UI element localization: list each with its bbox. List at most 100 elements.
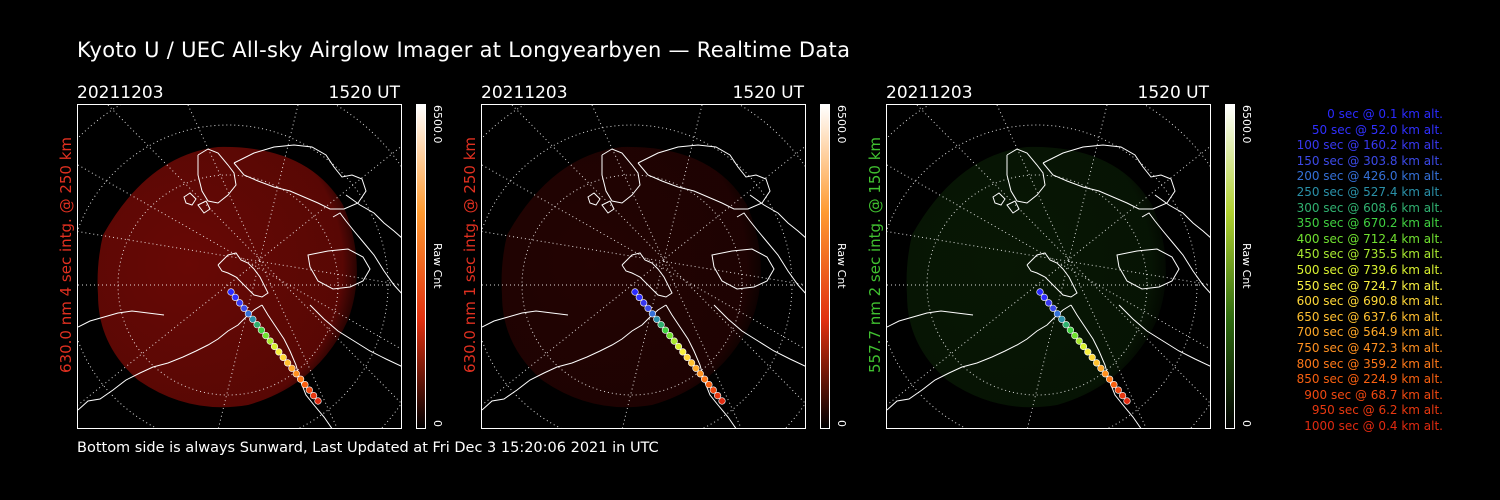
trajectory-point bbox=[1079, 342, 1088, 351]
trajectory-point bbox=[292, 370, 300, 378]
trajectory-track bbox=[1036, 288, 1131, 405]
colorbar-unit: Raw Cnt bbox=[431, 243, 444, 289]
trajectory-point bbox=[249, 315, 257, 323]
colorbar-max: 6500.0 bbox=[835, 105, 848, 144]
trajectory-point bbox=[253, 321, 261, 329]
trajectory-point bbox=[640, 299, 648, 307]
panel-time: 1520 UT bbox=[328, 83, 401, 103]
imager-panel-1: 20211203 1520 UT 630.0 nm 4 sec intg. @ 25… bbox=[57, 83, 457, 433]
trajectory-point bbox=[688, 359, 696, 367]
trajectory-point bbox=[644, 304, 652, 312]
colorbar-max: 6500.0 bbox=[431, 105, 444, 144]
trajectory-point bbox=[696, 370, 704, 378]
trajectory-point bbox=[270, 342, 279, 351]
allsky-image bbox=[886, 104, 1211, 429]
imager-panel-3: 20211203 1520 UT 557.7 nm 2 sec intg. @ 15… bbox=[866, 83, 1266, 433]
legend-entry: 250 sec @ 527.4 km alt. bbox=[1296, 184, 1443, 199]
trajectory-point bbox=[670, 337, 678, 345]
legend-entry: 400 sec @ 712.4 km alt. bbox=[1296, 231, 1443, 246]
legend-entry: 600 sec @ 690.8 km alt. bbox=[1296, 294, 1443, 309]
trajectory-point bbox=[1088, 353, 1096, 361]
allsky-map bbox=[78, 105, 401, 428]
trajectory-point bbox=[666, 332, 674, 340]
trajectory-point bbox=[705, 381, 713, 389]
colorbar-min: 0 bbox=[431, 420, 444, 427]
geo-grid bbox=[482, 105, 805, 428]
trajectory-point bbox=[674, 342, 683, 351]
trajectory-point bbox=[314, 397, 322, 405]
trajectory-point bbox=[301, 381, 309, 389]
trajectory-point bbox=[279, 353, 287, 361]
colorbar bbox=[820, 104, 830, 429]
legend-entry: 150 sec @ 303.8 km alt. bbox=[1296, 153, 1443, 168]
trajectory-point bbox=[653, 315, 661, 323]
legend-entry: 550 sec @ 724.7 km alt. bbox=[1296, 278, 1443, 293]
trajectory-point bbox=[1071, 332, 1079, 340]
footer-status: Bottom side is always Sunward, Last Upda… bbox=[77, 440, 659, 456]
trajectory-point bbox=[1040, 293, 1048, 301]
legend-entry: 450 sec @ 735.5 km alt. bbox=[1296, 247, 1443, 262]
trajectory-point bbox=[1062, 321, 1070, 329]
trajectory-point bbox=[631, 288, 639, 296]
colorbar-unit: Raw Cnt bbox=[1240, 243, 1253, 289]
trajectory-point bbox=[1058, 315, 1066, 323]
geo-grid bbox=[887, 105, 1210, 428]
trajectory-point bbox=[709, 386, 717, 394]
allsky-image bbox=[481, 104, 806, 429]
colorbar-min: 0 bbox=[1240, 420, 1253, 427]
airglow-region bbox=[501, 146, 761, 408]
legend-entry: 300 sec @ 608.6 km alt. bbox=[1296, 200, 1443, 215]
legend-entry: 500 sec @ 739.6 km alt. bbox=[1296, 262, 1443, 277]
legend-entry: 350 sec @ 670.2 km alt. bbox=[1296, 216, 1443, 231]
trajectory-point bbox=[1101, 370, 1109, 378]
trajectory-point bbox=[648, 310, 656, 318]
trajectory-point bbox=[236, 299, 244, 307]
trajectory-point bbox=[1045, 299, 1053, 307]
allsky-map bbox=[482, 105, 805, 428]
colorbar-max: 6500.0 bbox=[1240, 105, 1253, 144]
trajectory-point bbox=[679, 348, 687, 356]
trajectory-point bbox=[1049, 304, 1057, 312]
trajectory-point bbox=[718, 397, 726, 405]
colorbar-min: 0 bbox=[835, 420, 848, 427]
legend-entry: 900 sec @ 68.7 km alt. bbox=[1304, 387, 1443, 402]
airglow-region bbox=[906, 146, 1166, 408]
trajectory-point bbox=[1110, 381, 1118, 389]
geo-grid bbox=[78, 105, 401, 428]
trajectory-point bbox=[244, 310, 252, 318]
trajectory-legend: 0 sec @ 0.1 km alt. 50 sec @ 52.0 km alt.… bbox=[1253, 107, 1443, 434]
trajectory-point bbox=[1066, 326, 1074, 334]
trajectory-point bbox=[240, 304, 248, 312]
trajectory-point bbox=[1075, 337, 1083, 345]
trajectory-point bbox=[227, 288, 235, 296]
coastlines bbox=[887, 144, 1210, 428]
legend-entry: 0 sec @ 0.1 km alt. bbox=[1327, 107, 1443, 121]
trajectory-point bbox=[288, 364, 296, 372]
colorbar-unit: Raw Cnt bbox=[835, 243, 848, 289]
allsky-image bbox=[77, 104, 402, 429]
trajectory-point bbox=[701, 375, 709, 383]
trajectory-point bbox=[661, 326, 669, 334]
trajectory-point bbox=[275, 348, 283, 356]
legend-entry: 700 sec @ 564.9 km alt. bbox=[1296, 325, 1443, 340]
page-title: Kyoto U / UEC All-sky Airglow Imager at … bbox=[77, 38, 851, 62]
colorbar bbox=[416, 104, 426, 429]
panel-date: 20211203 bbox=[886, 83, 973, 103]
legend-entry: 50 sec @ 52.0 km alt. bbox=[1311, 122, 1443, 137]
trajectory-point bbox=[1123, 397, 1131, 405]
trajectory-point bbox=[714, 392, 722, 400]
trajectory-point bbox=[284, 359, 292, 367]
trajectory-point bbox=[683, 353, 691, 361]
legend-entry: 200 sec @ 426.0 km alt. bbox=[1296, 169, 1443, 184]
trajectory-point bbox=[1084, 348, 1092, 356]
trajectory-point bbox=[1114, 386, 1122, 394]
trajectory-point bbox=[1097, 364, 1105, 372]
wavelength-label: 557.7 nm 2 sec intg. @ 150 km bbox=[866, 136, 884, 373]
trajectory-point bbox=[310, 392, 318, 400]
wavelength-label: 630.0 nm 1 sec intg. @ 250 km bbox=[461, 136, 479, 373]
panel-date: 20211203 bbox=[77, 83, 164, 103]
wavelength-label: 630.0 nm 4 sec intg. @ 250 km bbox=[57, 136, 75, 373]
legend-entry: 950 sec @ 6.2 km alt. bbox=[1311, 403, 1443, 418]
legend-entry: 1000 sec @ 0.4 km alt. bbox=[1304, 418, 1443, 433]
legend-entry: 750 sec @ 472.3 km alt. bbox=[1296, 340, 1443, 355]
